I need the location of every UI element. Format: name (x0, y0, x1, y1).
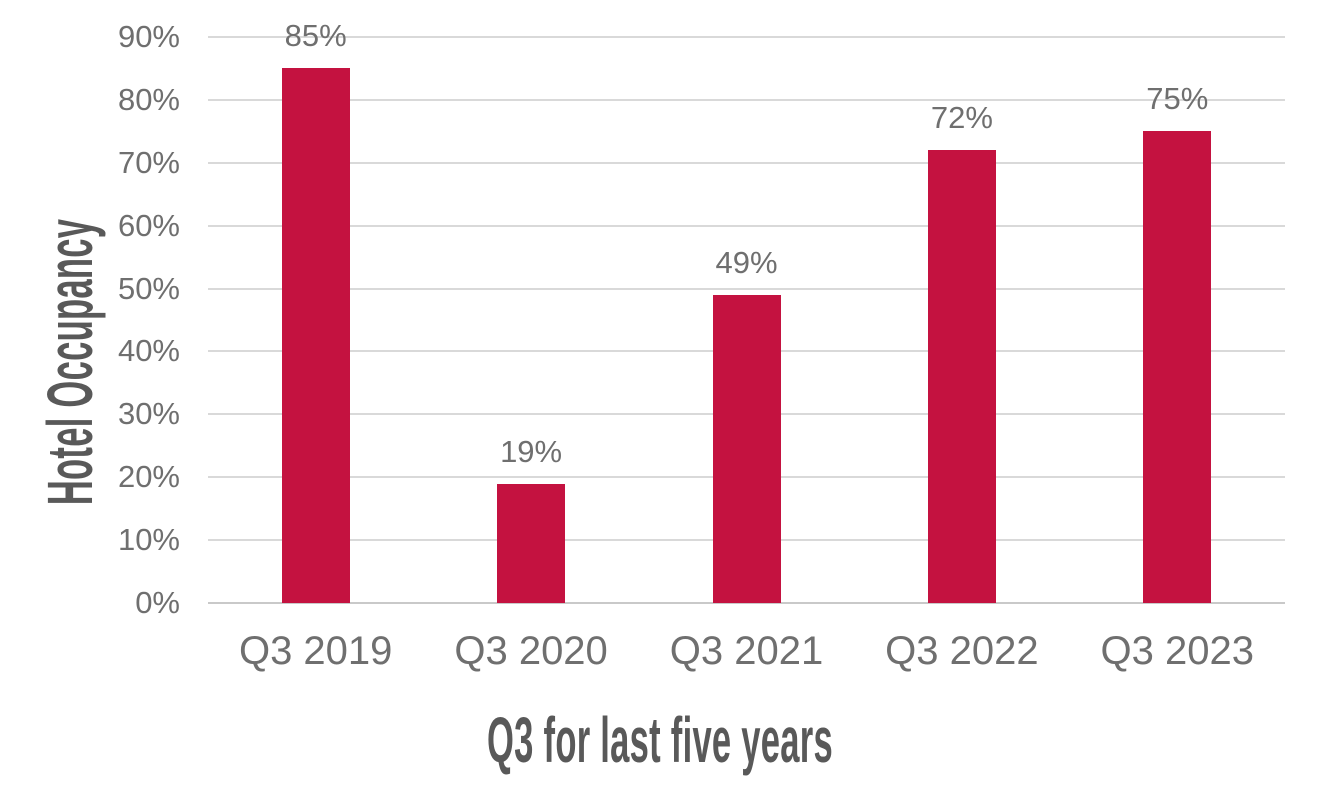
bar (497, 483, 566, 603)
y-tick-label: 0% (135, 585, 180, 620)
x-axis-title: Q3 for last five years (487, 704, 833, 776)
bar-value-label: 72% (930, 100, 993, 136)
y-tick-label: 10% (117, 522, 180, 558)
y-tick-label: 20% (117, 459, 180, 495)
bar (927, 150, 996, 603)
y-tick-label: 40% (117, 333, 180, 369)
gridline (208, 36, 1285, 38)
gridline (208, 287, 1285, 290)
bar-value-label: 75% (1146, 81, 1209, 117)
gridline (208, 98, 1285, 101)
x-category-label: Q3 2019 (238, 629, 393, 673)
plot-area: 85% 19% 49% 72% 75% (208, 20, 1285, 604)
bar-value-label: 85% (284, 18, 347, 54)
bar (1143, 131, 1212, 603)
y-tick-label: 70% (117, 144, 180, 180)
x-category-label: Q3 2021 (669, 629, 824, 673)
bar-value-label: 49% (715, 244, 778, 280)
gridline (208, 224, 1285, 227)
x-category-label: Q3 2020 (454, 629, 608, 673)
x-category-label: Q3 2023 (1100, 629, 1255, 673)
y-tick-label: 50% (117, 270, 180, 306)
bar (281, 68, 350, 603)
y-tick-label: 60% (117, 207, 180, 243)
y-tick-label: 80% (117, 81, 180, 117)
y-axis-tick-labels: 0% 10% 20% 30% 40% 50% 60% 70% 80% 90% (0, 21, 180, 619)
y-tick-label: 30% (117, 396, 180, 432)
bar (712, 294, 781, 603)
y-tick-label: 90% (117, 19, 180, 54)
x-category-label: Q3 2022 (885, 629, 1039, 673)
x-axis-category-labels: Q3 2019 Q3 2020 Q3 2021 Q3 2022 Q3 2023 (208, 627, 1285, 677)
gridline (208, 161, 1285, 164)
bar-value-label: 19% (500, 433, 563, 469)
x-axis-line (208, 602, 1285, 604)
